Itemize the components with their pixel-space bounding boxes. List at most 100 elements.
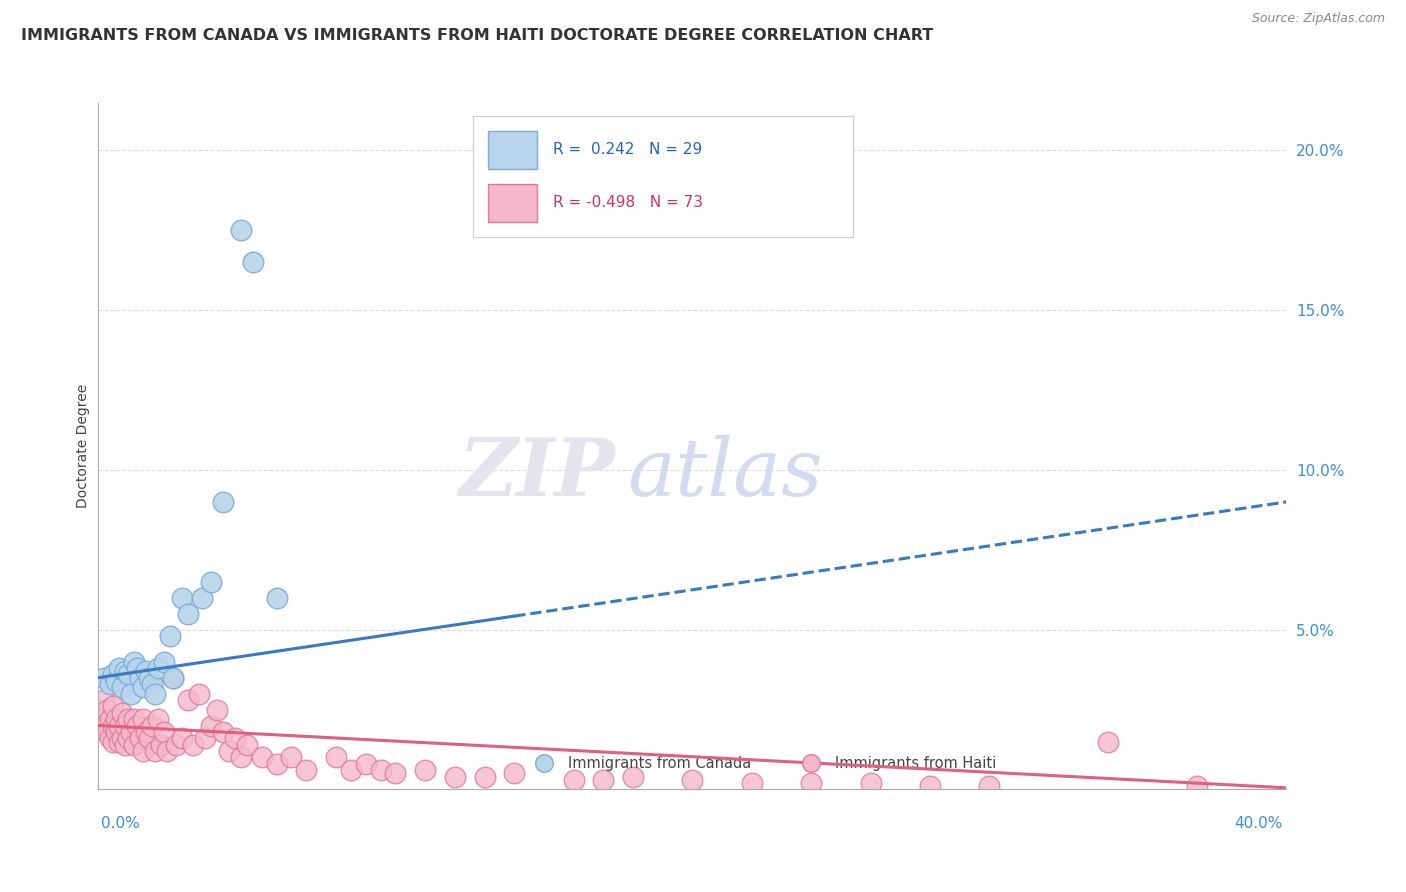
Point xyxy=(135,664,157,678)
Point xyxy=(122,712,145,726)
Point xyxy=(90,712,112,726)
Point xyxy=(920,779,942,793)
Point xyxy=(114,738,136,752)
Point xyxy=(503,766,526,780)
Point xyxy=(170,731,193,746)
Point xyxy=(138,731,160,746)
Point xyxy=(93,671,115,685)
Point xyxy=(96,725,118,739)
Point xyxy=(250,750,273,764)
Point xyxy=(212,495,235,509)
Point xyxy=(325,750,347,764)
Point xyxy=(162,671,184,685)
Point xyxy=(141,718,163,732)
Point xyxy=(98,677,121,691)
Text: 0.0%: 0.0% xyxy=(101,816,141,830)
Point xyxy=(146,661,169,675)
Point xyxy=(562,772,585,787)
Point xyxy=(800,776,823,790)
Point xyxy=(138,671,160,685)
Point xyxy=(354,756,377,771)
Point xyxy=(103,667,125,681)
Point xyxy=(111,706,134,720)
Point xyxy=(159,629,181,643)
Point xyxy=(592,772,614,787)
Point xyxy=(682,772,704,787)
Point xyxy=(207,702,229,716)
Point xyxy=(162,671,184,685)
Point xyxy=(143,744,166,758)
Point xyxy=(194,731,217,746)
Point xyxy=(98,731,121,746)
Point xyxy=(114,664,136,678)
Point xyxy=(108,661,131,675)
Point xyxy=(105,725,128,739)
Point xyxy=(103,734,125,748)
Point xyxy=(108,718,131,732)
Text: Source: ZipAtlas.com: Source: ZipAtlas.com xyxy=(1251,12,1385,25)
Point xyxy=(170,591,193,605)
Point xyxy=(105,673,128,688)
Point xyxy=(129,731,152,746)
Point xyxy=(132,680,155,694)
Point xyxy=(1201,661,1223,675)
Point xyxy=(176,607,198,621)
Point xyxy=(93,693,115,707)
Point xyxy=(96,702,118,716)
Point xyxy=(183,738,205,752)
Point xyxy=(280,750,302,764)
Point xyxy=(156,744,179,758)
Point xyxy=(266,756,288,771)
Point xyxy=(152,725,174,739)
Point xyxy=(741,776,763,790)
Point xyxy=(132,744,155,758)
Point xyxy=(149,738,172,752)
Point xyxy=(242,255,264,269)
Point xyxy=(122,655,145,669)
Point xyxy=(236,738,259,752)
Point xyxy=(1187,779,1209,793)
Point xyxy=(229,223,252,237)
Point xyxy=(165,738,187,752)
Point xyxy=(859,776,882,790)
Point xyxy=(218,744,240,758)
Point xyxy=(117,731,139,746)
Point xyxy=(114,718,136,732)
Point xyxy=(103,718,125,732)
Point xyxy=(200,574,222,589)
Point xyxy=(129,671,152,685)
Point xyxy=(141,677,163,691)
Text: ZIP: ZIP xyxy=(458,434,616,512)
Point xyxy=(111,680,134,694)
Point xyxy=(340,764,363,778)
Text: Immigrants from Canada: Immigrants from Canada xyxy=(568,756,751,771)
Point xyxy=(111,731,134,746)
Point xyxy=(229,750,252,764)
Point xyxy=(120,725,142,739)
Point xyxy=(93,718,115,732)
Point xyxy=(979,779,1001,793)
Point xyxy=(125,718,148,732)
Point xyxy=(266,591,288,605)
Point xyxy=(212,725,235,739)
Point xyxy=(132,712,155,726)
Point xyxy=(143,687,166,701)
Point xyxy=(103,699,125,714)
Point xyxy=(108,734,131,748)
Point xyxy=(152,655,174,669)
Y-axis label: Doctorate Degree: Doctorate Degree xyxy=(76,384,90,508)
Point xyxy=(117,667,139,681)
Point xyxy=(117,712,139,726)
Point xyxy=(224,731,246,746)
Point xyxy=(621,770,644,784)
Point xyxy=(98,712,121,726)
Point xyxy=(474,770,496,784)
Point xyxy=(146,712,169,726)
Point xyxy=(295,764,318,778)
Text: atlas: atlas xyxy=(627,434,823,512)
Point xyxy=(443,770,465,784)
Point xyxy=(1097,734,1119,748)
Point xyxy=(413,764,436,778)
Point xyxy=(188,687,211,701)
Point xyxy=(135,725,157,739)
